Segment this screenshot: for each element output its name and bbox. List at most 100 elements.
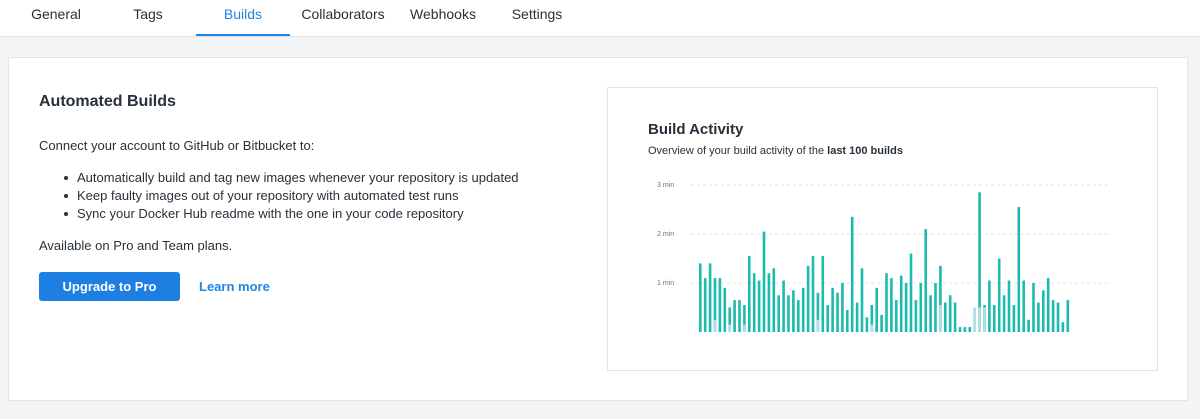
bar-build-success[interactable]: [699, 263, 702, 332]
bar-build-success[interactable]: [831, 287, 834, 332]
bar-build-success[interactable]: [806, 265, 810, 332]
bar-build-other[interactable]: [978, 307, 981, 333]
bar-build-success[interactable]: [1007, 280, 1011, 332]
bar-build-success[interactable]: [841, 283, 844, 332]
bar-build-success[interactable]: [895, 300, 898, 332]
bar-build-success[interactable]: [939, 265, 942, 332]
bar-build-success[interactable]: [934, 283, 937, 332]
bar-build-success[interactable]: [880, 314, 883, 332]
bar-build-success[interactable]: [821, 256, 825, 332]
bar-build-success[interactable]: [757, 280, 761, 332]
bar-build-success[interactable]: [1037, 302, 1040, 332]
bar-build-success[interactable]: [1022, 280, 1025, 332]
bar-build-success[interactable]: [797, 300, 800, 332]
bar-build-success[interactable]: [914, 300, 918, 332]
tab-tags[interactable]: Tags: [133, 6, 163, 22]
bar-build-success[interactable]: [1051, 300, 1055, 332]
bar-build-success[interactable]: [993, 305, 996, 332]
bar-build-success[interactable]: [846, 309, 849, 332]
bar-build-success[interactable]: [1066, 300, 1070, 332]
bar-build-success[interactable]: [870, 305, 874, 332]
bar-build-success[interactable]: [1012, 305, 1016, 332]
bar-build-success[interactable]: [865, 317, 869, 332]
bar-build-success[interactable]: [1032, 283, 1035, 332]
learn-more-link[interactable]: Learn more: [199, 279, 270, 294]
bar-build-success[interactable]: [723, 287, 727, 332]
bar-build-success[interactable]: [836, 292, 839, 332]
bar-build-success[interactable]: [988, 280, 991, 332]
build-activity-chart: 1 min 2 min 3 min: [657, 182, 1108, 333]
bar-build-success[interactable]: [855, 302, 859, 332]
bar-build-other[interactable]: [713, 319, 717, 332]
bar-build-success[interactable]: [772, 268, 776, 332]
bar-build-other[interactable]: [870, 324, 874, 332]
bar-build-success[interactable]: [762, 231, 766, 332]
bar-build-success[interactable]: [885, 273, 888, 332]
bar-build-success[interactable]: [924, 229, 927, 332]
bar-build-success[interactable]: [826, 305, 829, 332]
bar-build-success[interactable]: [1017, 207, 1021, 332]
bar-build-success[interactable]: [968, 327, 972, 332]
bar-build-success[interactable]: [875, 287, 878, 332]
bar-build-success[interactable]: [958, 327, 962, 332]
bar-build-success[interactable]: [703, 278, 707, 332]
tab-builds[interactable]: Builds: [196, 0, 290, 36]
bar-build-success[interactable]: [909, 253, 913, 332]
bar-build-success[interactable]: [1027, 319, 1030, 332]
build-activity-subtitle-prefix: Overview of your build activity of the: [648, 145, 828, 157]
bar-build-success[interactable]: [816, 292, 820, 332]
bar-build-success[interactable]: [919, 283, 923, 332]
bar-build-success[interactable]: [1042, 290, 1045, 332]
bar-build-success[interactable]: [713, 278, 717, 332]
bar-build-success[interactable]: [767, 273, 771, 332]
bar-build-success[interactable]: [1061, 322, 1065, 332]
bar-build-other[interactable]: [939, 305, 942, 332]
bar-build-success[interactable]: [718, 278, 722, 332]
bar-build-other[interactable]: [973, 307, 976, 333]
bar-build-success[interactable]: [1056, 302, 1060, 332]
bar-build-success[interactable]: [850, 216, 854, 332]
connect-intro-text: Connect your account to GitHub or Bitbuc…: [39, 138, 315, 153]
bar-build-success[interactable]: [792, 290, 795, 332]
bar-build-success[interactable]: [929, 295, 932, 332]
build-activity-subtitle: Overview of your build activity of the l…: [648, 145, 903, 157]
bar-build-success[interactable]: [777, 295, 780, 332]
bar-build-success[interactable]: [801, 287, 805, 332]
bar-build-success[interactable]: [733, 300, 736, 332]
bar-build-success[interactable]: [728, 307, 731, 333]
feature-list: Automatically build and tag new images w…: [39, 169, 519, 223]
bar-build-other[interactable]: [816, 319, 820, 332]
bar-build-success[interactable]: [963, 327, 967, 332]
availability-text: Available on Pro and Team plans.: [39, 238, 233, 253]
bar-build-success[interactable]: [811, 256, 815, 332]
tab-webhooks[interactable]: Webhooks: [410, 6, 476, 22]
bar-build-success[interactable]: [708, 263, 712, 332]
bar-build-success[interactable]: [787, 295, 790, 332]
bar-build-success[interactable]: [948, 295, 952, 332]
bar-build-success[interactable]: [978, 192, 981, 332]
bar-build-other[interactable]: [743, 324, 746, 332]
tab-collaborators[interactable]: Collaborators: [301, 6, 385, 22]
bar-build-success[interactable]: [748, 256, 751, 332]
bar-build-success[interactable]: [953, 302, 957, 332]
bar-build-success[interactable]: [743, 305, 746, 332]
bar-build-success[interactable]: [904, 283, 908, 332]
bar-build-success[interactable]: [738, 300, 741, 332]
builds-card: Automated Builds Connect your account to…: [8, 57, 1188, 401]
tab-settings[interactable]: Settings: [511, 6, 563, 22]
bar-build-success[interactable]: [860, 268, 864, 332]
build-activity-subtitle-bold: last 100 builds: [827, 145, 903, 157]
bar-build-success[interactable]: [890, 278, 893, 332]
bar-build-success[interactable]: [944, 302, 947, 332]
bar-build-success[interactable]: [997, 258, 1001, 333]
bar-build-success[interactable]: [782, 280, 785, 332]
bar-build-other[interactable]: [728, 324, 731, 332]
bar-build-other[interactable]: [983, 307, 986, 333]
bar-build-success[interactable]: [1046, 278, 1050, 332]
bar-build-success[interactable]: [1002, 295, 1006, 332]
bar-build-success[interactable]: [899, 275, 903, 332]
tab-general[interactable]: General: [31, 6, 81, 22]
upgrade-to-pro-button[interactable]: Upgrade to Pro: [39, 272, 180, 301]
feature-item-test-runs: Keep faulty images out of your repositor…: [64, 187, 519, 205]
bar-build-success[interactable]: [752, 273, 756, 332]
